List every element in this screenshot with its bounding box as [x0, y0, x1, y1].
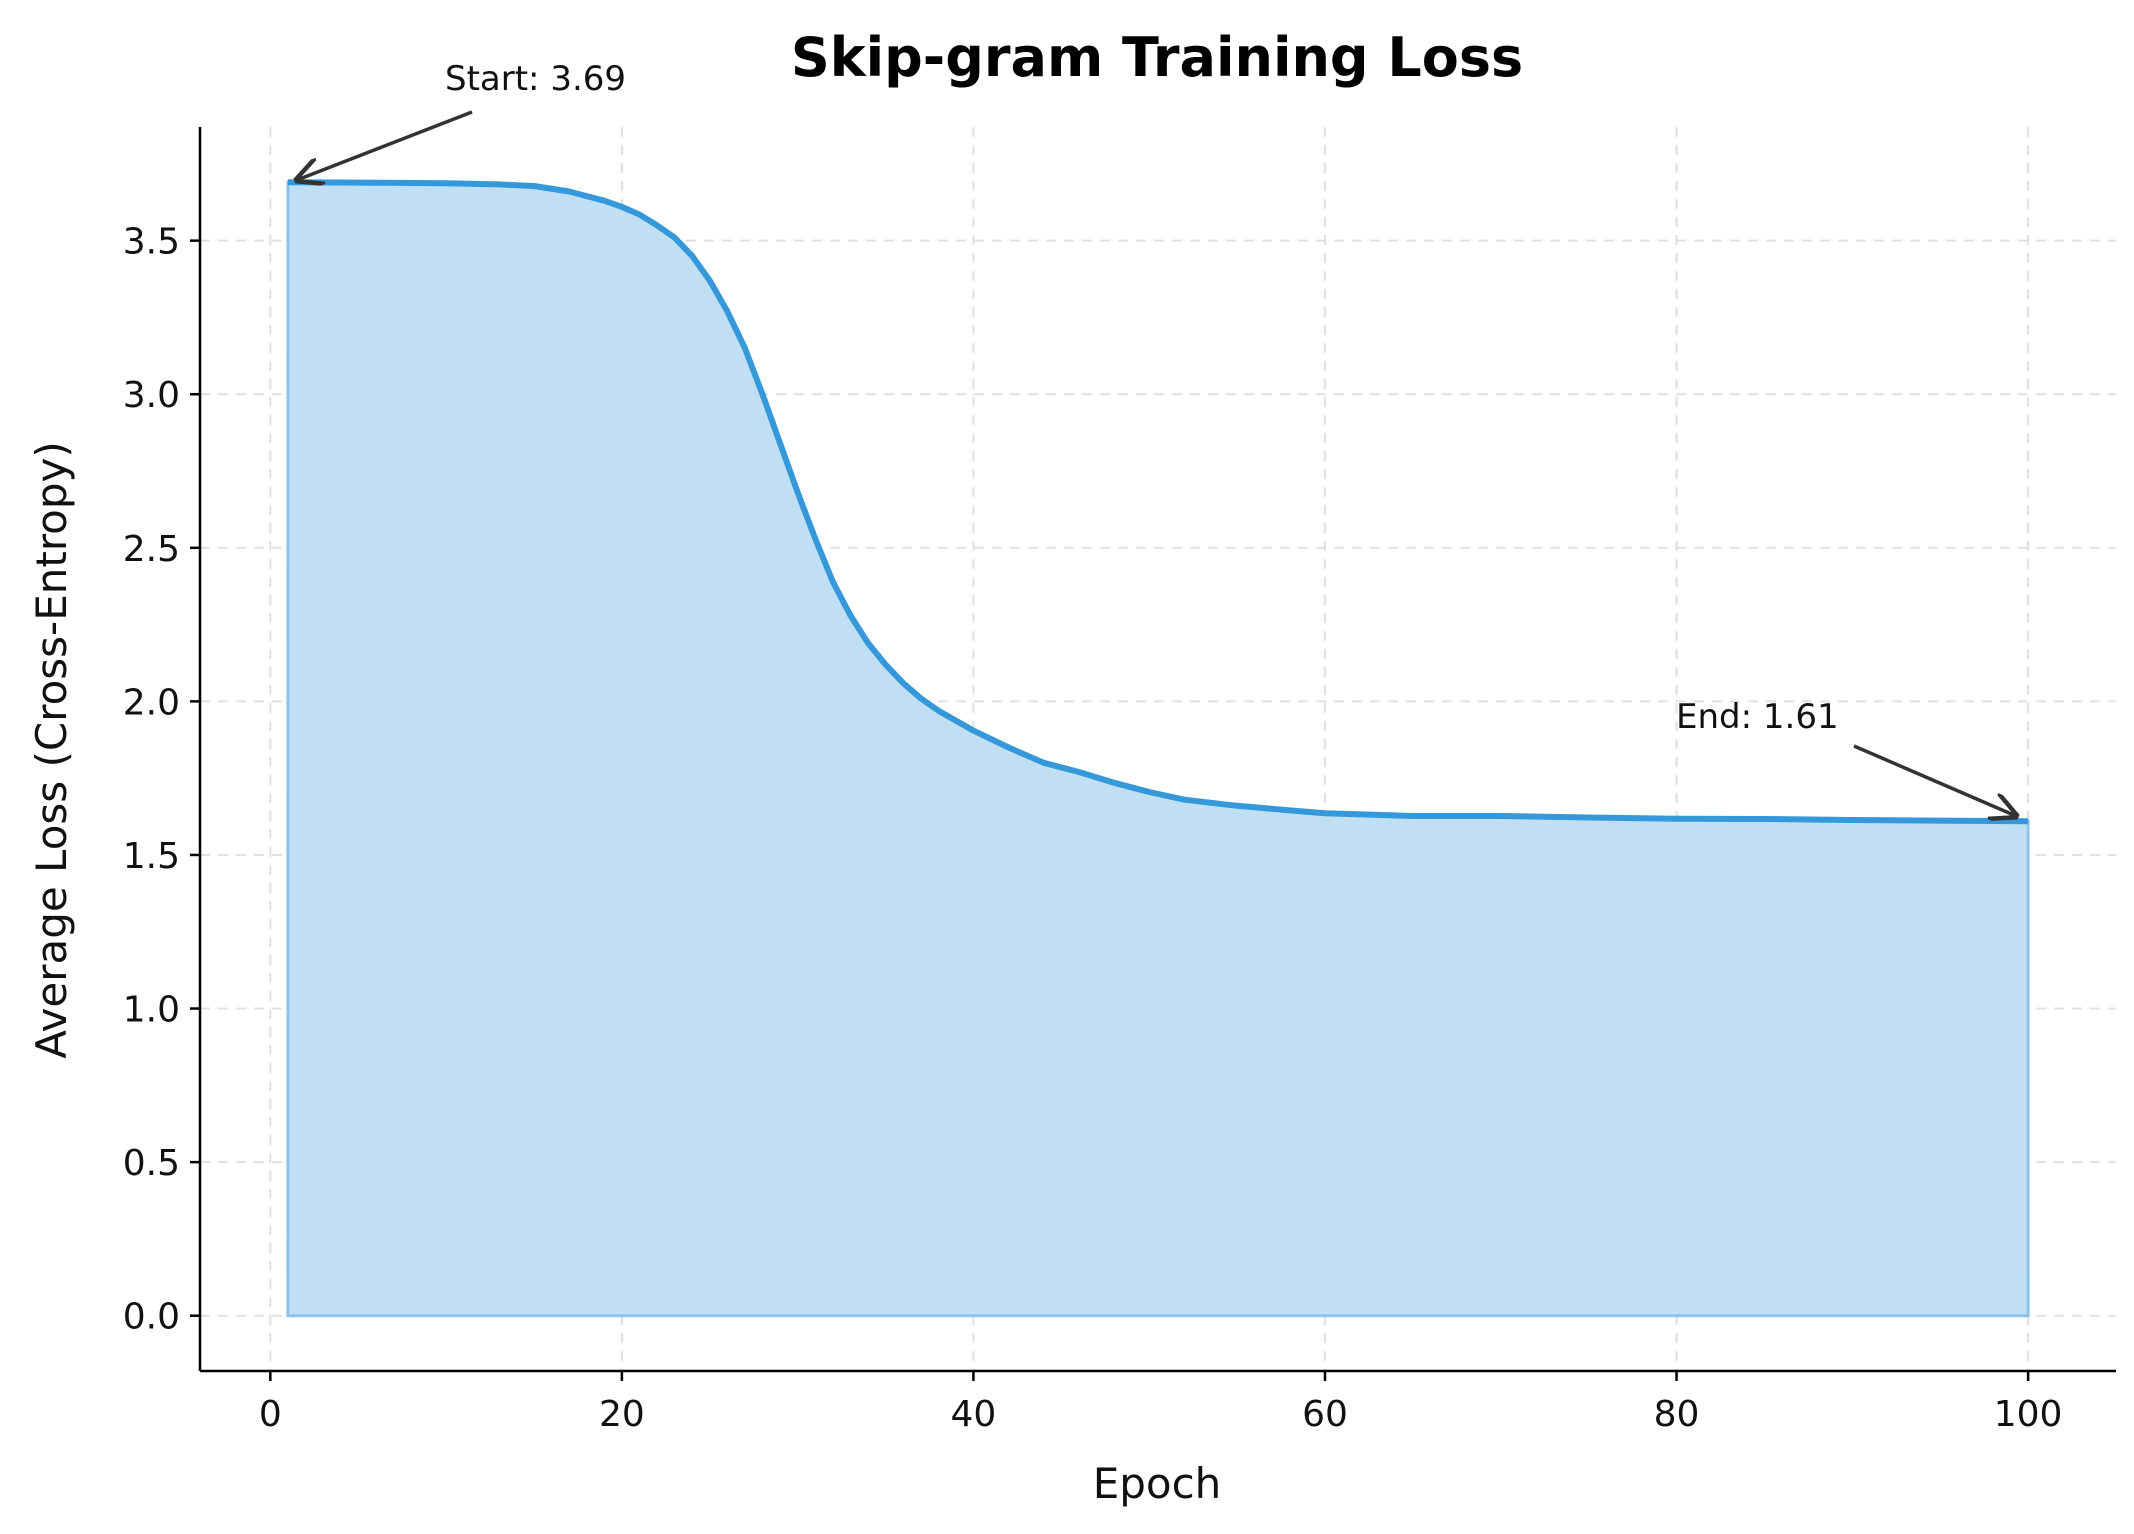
y-tick-label: 3.0	[123, 375, 180, 416]
end-annotation-arrow	[1853, 744, 2016, 816]
y-tick-label: 1.5	[123, 836, 180, 877]
y-tick-label: 1.0	[123, 990, 180, 1031]
loss-area-fill	[286, 180, 2030, 1318]
x-tick-label: 40	[951, 1394, 997, 1435]
y-tick-label: 3.5	[123, 222, 180, 263]
x-ticks: 0 20 40 60 80 100	[259, 1371, 2063, 1435]
start-annotation: Start: 3.69	[445, 59, 626, 99]
y-tick-label: 2.5	[123, 529, 180, 570]
x-tick-label: 20	[599, 1394, 645, 1435]
chart-title: Skip-gram Training Loss	[791, 26, 1523, 89]
y-ticks: 0.0 0.5 1.0 1.5 2.0 2.5 3.0 3.5	[123, 222, 200, 1338]
x-axis-label: Epoch	[1093, 1459, 1222, 1508]
x-tick-label: 60	[1302, 1394, 1348, 1435]
y-tick-label: 0.5	[123, 1143, 180, 1184]
y-axis-label: Average Loss (Cross-Entropy)	[27, 441, 76, 1059]
y-tick-label: 0.0	[123, 1297, 180, 1338]
loss-line	[287, 179, 2029, 825]
x-tick-label: 100	[1994, 1394, 2063, 1435]
y-tick-label: 2.0	[123, 682, 180, 723]
start-annotation-arrow	[297, 110, 473, 180]
x-tick-label: 0	[259, 1394, 282, 1435]
x-tick-label: 80	[1654, 1394, 1700, 1435]
end-annotation: End: 1.61	[1676, 697, 1839, 737]
